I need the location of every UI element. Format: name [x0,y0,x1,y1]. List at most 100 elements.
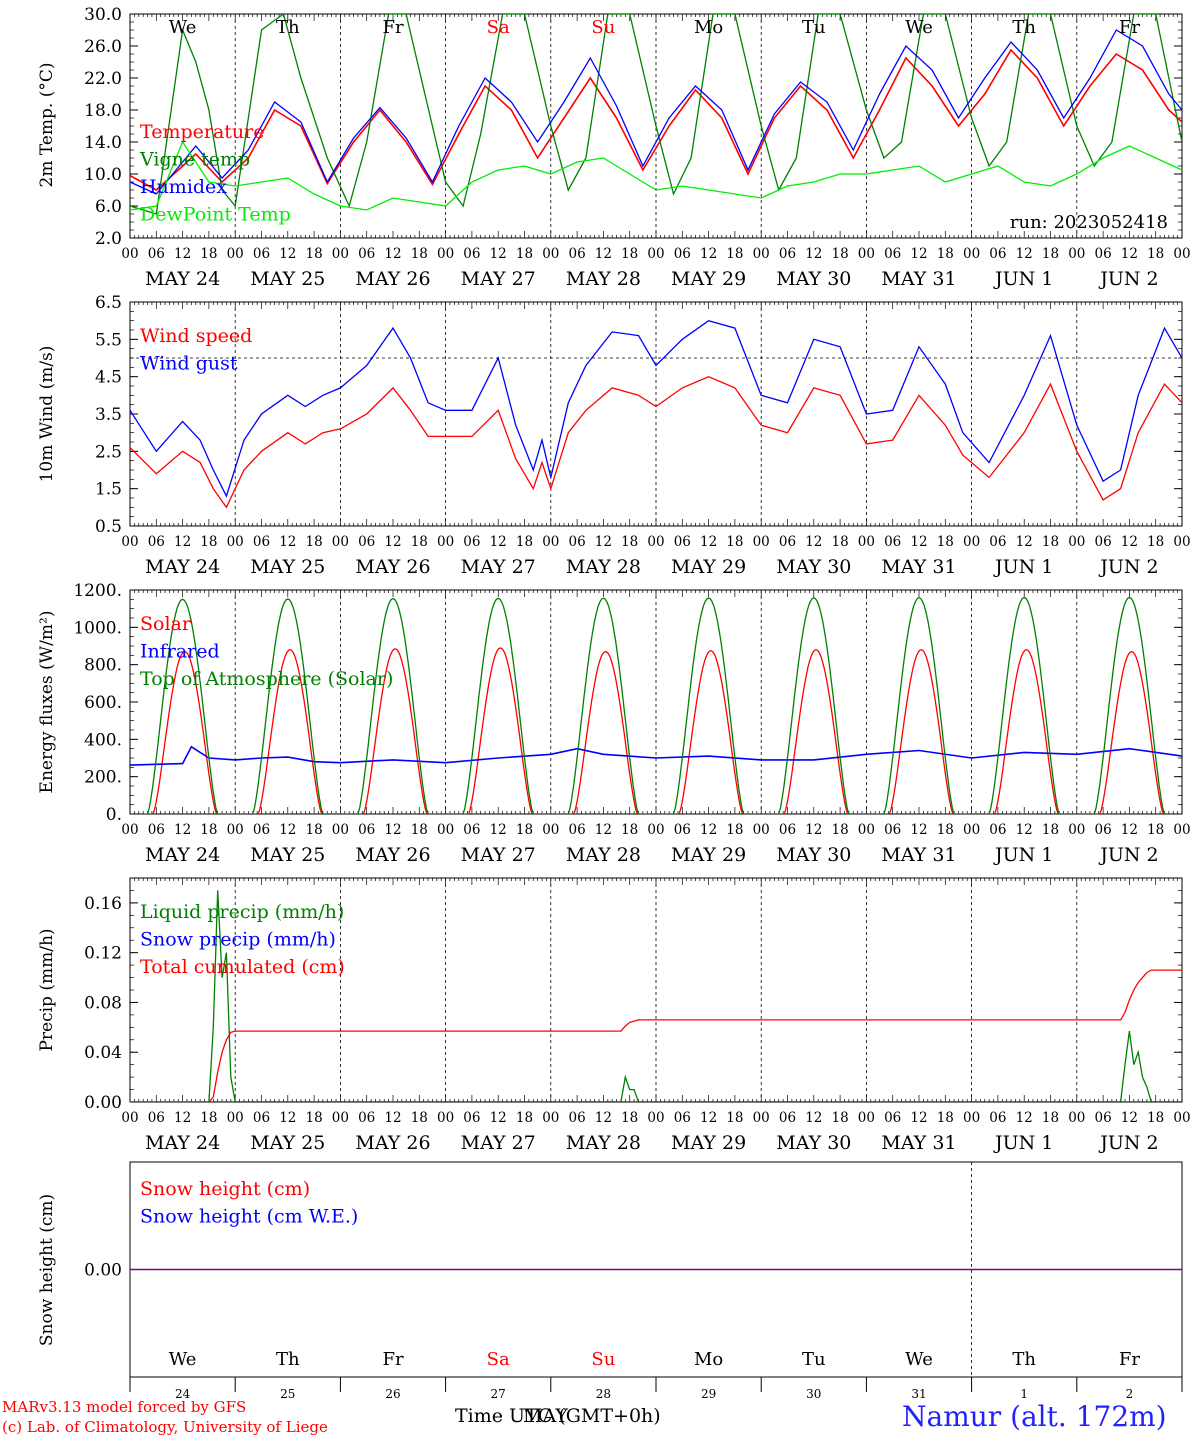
hour-tick-label: 12 [700,822,717,838]
y-tick-label: 18.0 [84,101,122,121]
date-label: MAY 31 [881,844,956,866]
y-axis-label: Energy fluxes (W/m²) [37,611,57,794]
y-tick-label: 200. [84,768,122,788]
run-label: run: 2023052418 [1010,212,1168,233]
bottom-weekday-label: Th [276,1349,300,1370]
hour-tick-label: 12 [279,246,296,262]
hour-tick-label: 00 [1173,534,1190,550]
bottom-day-number: 27 [491,1387,506,1401]
hour-tick-label: 06 [253,822,270,838]
date-label: MAY 28 [566,556,641,578]
legend-entry: Humidex [140,176,227,198]
hour-tick-label: 06 [674,534,691,550]
date-label: JUN 1 [993,844,1053,866]
hour-tick-label: 00 [1173,822,1190,838]
date-label: MAY 28 [566,268,641,290]
date-label: MAY 31 [881,556,956,578]
hour-tick-label: 12 [279,1110,296,1126]
hour-tick-label: 06 [358,534,375,550]
hour-tick-label: 00 [437,822,454,838]
hour-tick-label: 06 [463,246,480,262]
series-line-2 [130,969,1182,1102]
hour-tick-label: 18 [516,822,533,838]
date-label: MAY 25 [250,268,325,290]
hour-tick-label: 12 [595,534,612,550]
date-label: MAY 30 [776,556,851,578]
hour-tick-label: 06 [148,534,165,550]
hour-tick-label: 12 [1016,822,1033,838]
hour-tick-label: 12 [805,534,822,550]
hour-tick-label: 18 [306,246,323,262]
y-tick-label: 6.0 [95,197,122,217]
date-label: JUN 2 [1098,556,1158,578]
hour-tick-label: 06 [884,822,901,838]
y-tick-label: 5.5 [95,330,122,350]
hour-tick-label: 12 [490,534,507,550]
hour-tick-label: 00 [227,534,244,550]
hour-tick-label: 06 [148,822,165,838]
series-line-1 [130,319,1182,498]
bottom-weekday-label: Sa [487,1349,510,1370]
y-tick-label: 800. [84,656,122,676]
hour-tick-label: 12 [1121,822,1138,838]
hour-tick-label: 18 [516,534,533,550]
hour-tick-label: 18 [937,822,954,838]
legend-entry: Snow height (cm) [140,1178,310,1200]
hour-tick-label: 12 [174,822,191,838]
bottom-day-number: 2 [1126,1387,1134,1401]
hour-tick-label: 18 [832,246,849,262]
hour-tick-label: 00 [437,246,454,262]
date-label: MAY 26 [355,268,430,290]
hour-tick-label: 12 [700,246,717,262]
date-label: MAY 25 [250,556,325,578]
y-tick-label: 0.5 [95,517,122,537]
hour-tick-label: 18 [411,246,428,262]
hour-tick-label: 18 [200,1110,217,1126]
panel-frame [129,589,1183,815]
hour-tick-label: 12 [1121,534,1138,550]
y-tick-label: 22.0 [84,69,122,89]
hour-tick-label: 18 [200,822,217,838]
hour-tick-label: 12 [910,246,927,262]
date-label: MAY 27 [461,268,536,290]
hour-tick-label: 00 [542,1110,559,1126]
y-tick-label: 400. [84,730,122,750]
hour-tick-label: 18 [1042,1110,1059,1126]
hour-tick-label: 18 [306,534,323,550]
y-tick-label: 0.00 [84,1261,122,1281]
hour-tick-label: 06 [884,246,901,262]
hour-tick-label: 12 [805,822,822,838]
legend-entry: Wind speed [140,325,252,347]
hour-tick-label: 00 [332,822,349,838]
hour-tick-label: 00 [858,822,875,838]
hour-tick-label: 00 [963,822,980,838]
y-axis-label: Snow height (cm) [37,1194,57,1346]
hour-tick-label: 18 [1042,534,1059,550]
x-axis-label: Time UTC (GMT+0h) [455,1405,661,1427]
hour-tick-label: 12 [910,822,927,838]
y-tick-label: 0.16 [84,894,122,914]
hour-tick-label: 06 [989,246,1006,262]
date-label: MAY 29 [671,268,746,290]
weekday-label: Fr [382,17,403,38]
y-tick-label: 3.5 [95,405,122,425]
date-label: MAY 24 [145,556,220,578]
hour-tick-label: 06 [463,822,480,838]
hour-tick-label: 18 [621,1110,638,1126]
y-tick-label: 600. [84,693,122,713]
hour-tick-label: 06 [779,1110,796,1126]
date-label: MAY 28 [566,844,641,866]
bottom-day-number: 1 [1020,1387,1028,1401]
hour-tick-label: 06 [463,534,480,550]
hour-tick-label: 06 [569,246,586,262]
hour-tick-label: 12 [1121,246,1138,262]
legend-entry: Wind gust [140,353,238,375]
hour-tick-label: 00 [227,1110,244,1126]
hour-tick-label: 06 [674,822,691,838]
hour-tick-label: 06 [989,1110,1006,1126]
date-label: MAY 26 [355,1132,430,1154]
hour-tick-label: 18 [937,534,954,550]
hour-tick-label: 00 [121,822,138,838]
hour-tick-label: 00 [1068,246,1085,262]
